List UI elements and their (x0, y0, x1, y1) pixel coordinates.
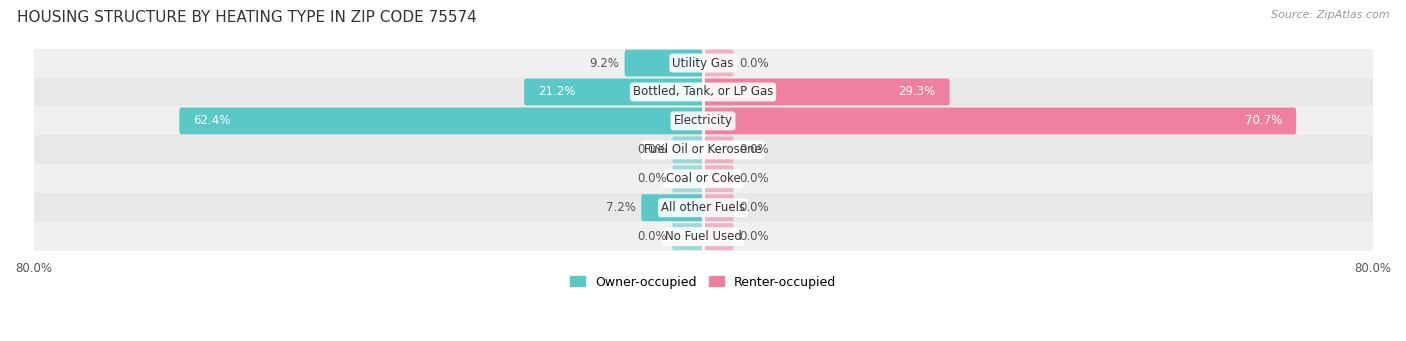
FancyBboxPatch shape (641, 194, 704, 221)
Text: 0.0%: 0.0% (740, 201, 769, 214)
FancyBboxPatch shape (672, 165, 704, 192)
Text: 7.2%: 7.2% (606, 201, 636, 214)
Text: 0.0%: 0.0% (637, 143, 666, 157)
Text: Bottled, Tank, or LP Gas: Bottled, Tank, or LP Gas (633, 86, 773, 99)
Bar (34, 164, 1372, 193)
FancyBboxPatch shape (702, 165, 734, 192)
Bar (34, 222, 1372, 251)
Text: 9.2%: 9.2% (589, 57, 619, 70)
Text: Source: ZipAtlas.com: Source: ZipAtlas.com (1271, 10, 1389, 20)
FancyBboxPatch shape (702, 136, 734, 163)
FancyBboxPatch shape (180, 107, 704, 134)
FancyBboxPatch shape (524, 78, 704, 105)
FancyBboxPatch shape (702, 78, 949, 105)
Text: No Fuel Used: No Fuel Used (665, 230, 741, 243)
Text: 0.0%: 0.0% (740, 172, 769, 185)
Text: 0.0%: 0.0% (740, 143, 769, 157)
Text: 0.0%: 0.0% (740, 57, 769, 70)
Text: Fuel Oil or Kerosene: Fuel Oil or Kerosene (644, 143, 762, 157)
FancyBboxPatch shape (702, 107, 1296, 134)
Text: 0.0%: 0.0% (637, 230, 666, 243)
Legend: Owner-occupied, Renter-occupied: Owner-occupied, Renter-occupied (565, 271, 841, 294)
FancyBboxPatch shape (624, 50, 704, 76)
Text: Coal or Coke: Coal or Coke (665, 172, 741, 185)
Text: 0.0%: 0.0% (740, 230, 769, 243)
Bar (34, 193, 1372, 222)
Bar (34, 77, 1372, 106)
FancyBboxPatch shape (672, 136, 704, 163)
Text: 0.0%: 0.0% (637, 172, 666, 185)
FancyBboxPatch shape (702, 50, 734, 76)
Bar (34, 106, 1372, 135)
Text: 21.2%: 21.2% (538, 86, 575, 99)
Text: HOUSING STRUCTURE BY HEATING TYPE IN ZIP CODE 75574: HOUSING STRUCTURE BY HEATING TYPE IN ZIP… (17, 10, 477, 25)
Text: 29.3%: 29.3% (898, 86, 935, 99)
Text: Electricity: Electricity (673, 115, 733, 128)
Text: 70.7%: 70.7% (1244, 115, 1282, 128)
FancyBboxPatch shape (702, 223, 734, 250)
Bar (34, 48, 1372, 77)
Text: All other Fuels: All other Fuels (661, 201, 745, 214)
Text: 62.4%: 62.4% (194, 115, 231, 128)
FancyBboxPatch shape (672, 223, 704, 250)
Bar (34, 135, 1372, 164)
FancyBboxPatch shape (702, 194, 734, 221)
Text: Utility Gas: Utility Gas (672, 57, 734, 70)
